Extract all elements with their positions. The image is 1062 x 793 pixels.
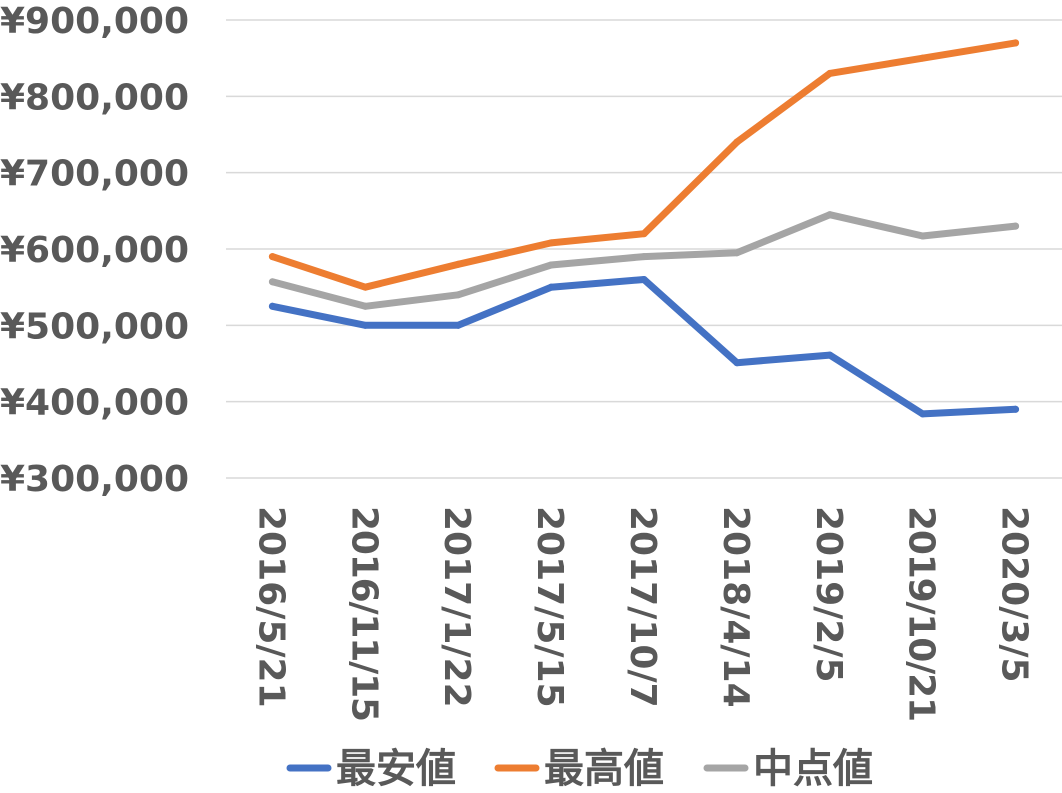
data-point	[1012, 405, 1020, 413]
x-tick-label: 2019/2/5	[808, 506, 849, 683]
data-point	[640, 253, 648, 261]
y-tick-label: ¥300,000	[0, 459, 189, 500]
data-point	[826, 351, 834, 359]
data-point	[361, 321, 369, 329]
data-point	[826, 211, 834, 219]
data-point	[361, 302, 369, 310]
data-point	[826, 69, 834, 77]
data-point	[640, 230, 648, 238]
legend-label: 最高値	[544, 746, 664, 792]
y-tick-label: ¥900,000	[0, 1, 189, 42]
data-point	[1012, 39, 1020, 47]
x-tick-label: 2017/1/22	[436, 506, 477, 708]
data-point	[547, 283, 555, 291]
legend-label: 中点値	[753, 746, 873, 792]
series-lines	[268, 39, 1020, 418]
data-point	[454, 321, 462, 329]
data-point	[733, 138, 741, 146]
x-tick-label: 2017/5/15	[529, 506, 570, 708]
data-point	[640, 276, 648, 284]
data-point	[454, 291, 462, 299]
data-point	[1012, 222, 1020, 230]
data-point	[268, 253, 276, 261]
data-point	[733, 359, 741, 367]
data-point	[454, 260, 462, 268]
data-point	[268, 278, 276, 286]
data-point	[547, 239, 555, 247]
y-axis: ¥300,000 ¥400,000 ¥500,000 ¥600,000 ¥700,000…	[0, 1, 189, 500]
y-tick-label: ¥800,000	[0, 77, 189, 118]
legend: 最安値 最高値 中点値	[286, 746, 873, 792]
x-tick-label: 2016/5/21	[250, 506, 291, 708]
series-line-3	[268, 211, 1020, 310]
x-axis: 2016/5/21 2016/11/15 2017/1/22 2017/5/15 201…	[250, 506, 1034, 722]
y-tick-label: ¥700,000	[0, 154, 189, 195]
x-tick-label: 2016/11/15	[343, 506, 384, 722]
x-tick-label: 2018/4/14	[715, 506, 756, 708]
gridlines	[226, 19, 1062, 479]
y-tick-label: ¥500,000	[0, 306, 189, 347]
x-tick-label: 2020/3/5	[994, 506, 1035, 683]
x-tick-label: 2017/10/7	[622, 506, 663, 708]
data-point	[268, 302, 276, 310]
data-point	[547, 261, 555, 269]
data-point	[919, 232, 927, 240]
data-point	[733, 249, 741, 257]
series-line-2	[268, 39, 1020, 291]
legend-label: 最安値	[336, 746, 456, 792]
y-tick-label: ¥400,000	[0, 383, 189, 424]
data-point	[919, 410, 927, 418]
data-point	[919, 54, 927, 62]
data-point	[361, 283, 369, 291]
x-tick-label: 2019/10/21	[901, 506, 942, 722]
y-tick-label: ¥600,000	[0, 230, 189, 271]
series-line-1	[268, 276, 1020, 418]
